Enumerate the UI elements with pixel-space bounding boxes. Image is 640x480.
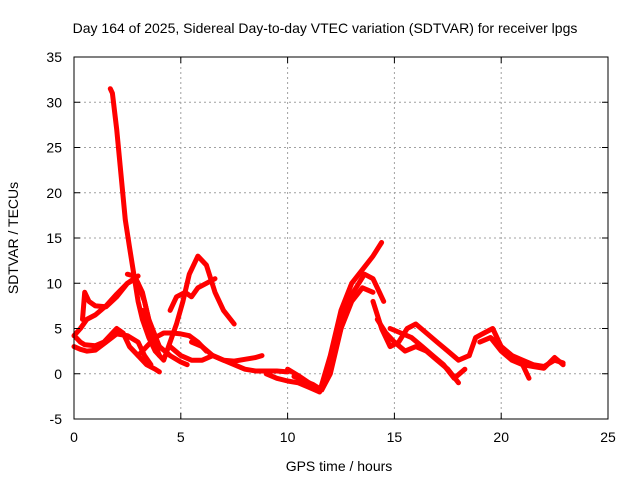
grid bbox=[74, 57, 608, 419]
y-tick-label: 30 bbox=[46, 94, 62, 110]
series-track-14 bbox=[291, 271, 387, 393]
y-tick-label: 15 bbox=[46, 230, 62, 246]
series-track-9 bbox=[167, 276, 218, 313]
series-track-15 bbox=[370, 298, 472, 363]
series-track-20 bbox=[488, 335, 566, 371]
series-track-17 bbox=[387, 326, 468, 381]
series-track-18 bbox=[466, 326, 532, 381]
x-tick-label: 20 bbox=[493, 429, 509, 445]
x-tick-label: 25 bbox=[600, 429, 616, 445]
series-layer bbox=[71, 86, 566, 395]
y-tick-label: 35 bbox=[46, 49, 62, 65]
y-tick-label: 5 bbox=[54, 321, 62, 337]
series-track-5 bbox=[107, 86, 162, 359]
y-tick-label: 10 bbox=[46, 275, 62, 291]
chart-title: Day 164 of 2025, Sidereal Day-to-day VTE… bbox=[73, 20, 578, 36]
series-track-11 bbox=[189, 339, 265, 364]
series-track-8 bbox=[139, 253, 237, 363]
y-axis-label: SDTVAR / TECUs bbox=[5, 182, 21, 294]
x-tick-label: 5 bbox=[177, 429, 185, 445]
y-tick-label: -5 bbox=[50, 411, 63, 427]
series-track-13 bbox=[285, 240, 385, 395]
y-tick-label: 25 bbox=[46, 140, 62, 156]
y-tick-label: 0 bbox=[54, 366, 62, 382]
y-tick-label: 20 bbox=[46, 185, 62, 201]
x-axis-label: GPS time / hours bbox=[286, 458, 393, 474]
ticks: 0 5 10 15 20 25 -5 0 5 10 15 20 25 30 35 bbox=[46, 49, 616, 445]
x-tick-label: 0 bbox=[70, 429, 78, 445]
x-tick-label: 15 bbox=[387, 429, 403, 445]
x-tick-label: 10 bbox=[280, 429, 296, 445]
series-track-3 bbox=[73, 326, 162, 375]
series-track-12 bbox=[263, 285, 376, 395]
